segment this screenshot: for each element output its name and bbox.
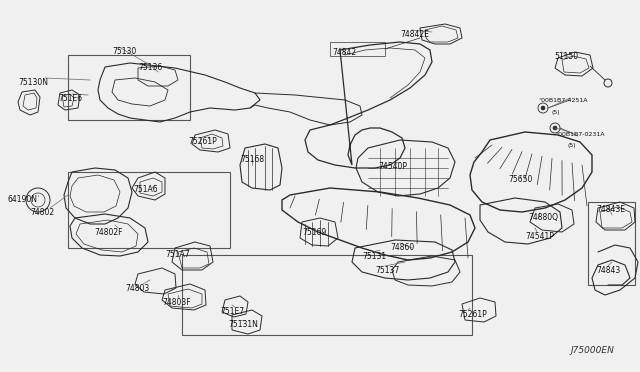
Circle shape [553, 126, 557, 130]
Text: 74843: 74843 [596, 266, 620, 275]
Bar [182, 255, 472, 335]
Text: 74802: 74802 [30, 208, 54, 217]
Bar [68, 55, 190, 120]
Text: 74541P: 74541P [525, 232, 554, 241]
Text: 75130: 75130 [112, 47, 136, 56]
Text: 75136: 75136 [138, 63, 163, 72]
Text: 751A6: 751A6 [133, 185, 157, 194]
Text: 74880Q: 74880Q [528, 213, 558, 222]
Text: 51150: 51150 [554, 52, 578, 61]
Circle shape [541, 106, 545, 110]
Text: 75650: 75650 [508, 175, 532, 184]
Bar [330, 42, 385, 56]
Text: (5): (5) [568, 143, 577, 148]
Bar [68, 172, 230, 248]
Text: 74802F: 74802F [94, 228, 122, 237]
Text: 75137: 75137 [375, 266, 399, 275]
Text: 74803: 74803 [125, 284, 149, 293]
Text: 75130N: 75130N [18, 78, 48, 87]
Text: 74842E: 74842E [400, 30, 429, 39]
Text: 75261P: 75261P [458, 310, 487, 319]
Text: 75131: 75131 [362, 252, 386, 261]
Text: 75261P: 75261P [188, 137, 217, 146]
Text: 75169: 75169 [302, 228, 326, 237]
Text: 64190N: 64190N [8, 195, 38, 204]
Text: 74540P: 74540P [378, 162, 407, 171]
Text: 751E6: 751E6 [58, 94, 82, 103]
Text: 74860: 74860 [390, 243, 414, 252]
Text: 75168: 75168 [240, 155, 264, 164]
Text: 75131N: 75131N [228, 320, 258, 329]
Text: 751E7: 751E7 [220, 307, 244, 316]
Text: °00B1B7-4251A: °00B1B7-4251A [538, 98, 588, 103]
Text: °00B1B7-0231A: °00B1B7-0231A [555, 132, 605, 137]
Text: 74803F: 74803F [162, 298, 191, 307]
Text: 74842: 74842 [332, 48, 356, 57]
Bar [588, 202, 635, 285]
Text: 751A7: 751A7 [165, 250, 189, 259]
Text: (5): (5) [552, 110, 561, 115]
Text: 74843E: 74843E [596, 205, 625, 214]
Text: J75000EN: J75000EN [570, 346, 614, 355]
